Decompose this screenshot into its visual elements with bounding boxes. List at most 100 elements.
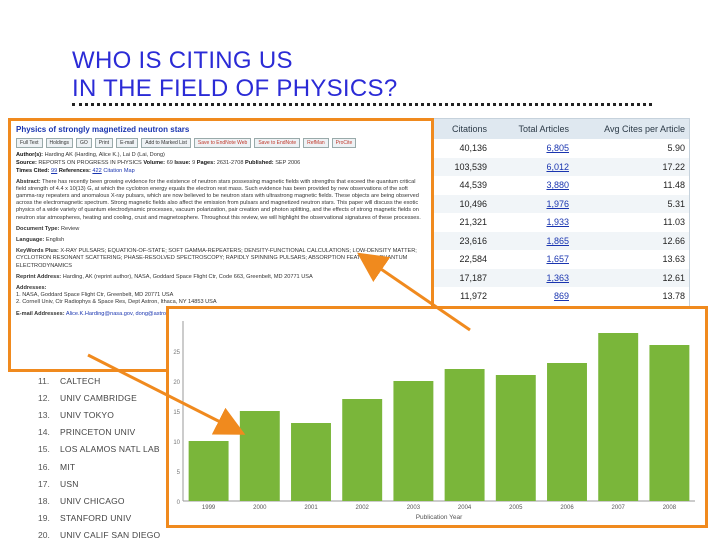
header-citations[interactable]: Citations (451, 124, 487, 134)
y-tick-label: 10 (173, 440, 180, 446)
bar (649, 345, 690, 501)
record-toolbar: Full Text Holdings GO Print E-mail Add t… (16, 138, 426, 148)
volume-value: 69 (166, 160, 173, 167)
x-tick-label: 2001 (304, 505, 318, 511)
references-link[interactable]: 422 (92, 168, 102, 175)
total-articles-link[interactable]: 1,657 (546, 254, 569, 265)
citation-map-link[interactable]: Citation Map (103, 168, 135, 175)
add-marked-list-button[interactable]: Add to Marked List (141, 138, 191, 148)
avg-cites-cell: 13.63 (662, 254, 685, 265)
total-articles-link[interactable]: 6,012 (546, 161, 569, 172)
keywords-value: X-RAY PULSARS; EQUATION-OF-STATE; SOFT G… (16, 248, 417, 269)
x-tick-label: 2008 (663, 505, 677, 511)
x-axis-label: Publication Year (416, 514, 463, 521)
total-articles-link[interactable]: 3,880 (546, 180, 569, 191)
x-tick-label: 2002 (356, 505, 370, 511)
list-item: 14. PRINCETON UNIV (38, 424, 178, 441)
source-value[interactable]: REPORTS ON PROGRESS IN PHYSICS (38, 160, 142, 167)
procite-button[interactable]: ProCite (331, 138, 357, 148)
x-tick-label: 2006 (560, 505, 574, 511)
avg-cites-cell: 12.61 (662, 272, 685, 283)
holdings-select[interactable]: Holdings (45, 138, 73, 148)
citations-cell: 23,616 (459, 235, 487, 246)
print-button[interactable]: Print (94, 138, 114, 148)
total-articles-cell[interactable]: 1,657 (489, 254, 569, 264)
x-tick-label: 1999 (202, 505, 216, 511)
avg-cites-cell: 11.48 (663, 180, 685, 191)
institution-rank: 20. (38, 530, 50, 541)
reprint-line: Reprint Address: Harding, AK (reprint au… (16, 274, 426, 281)
header-avg-cites[interactable]: Avg Cites per Article (604, 124, 685, 134)
institution-name: UNIV CHICAGO (60, 495, 125, 506)
list-item: 18. UNIV CHICAGO (38, 492, 178, 509)
article-title-link[interactable]: Physics of strongly magnetized neutron s… (16, 125, 190, 134)
save-endnote-web-button[interactable]: Save to EndNote Web (193, 138, 252, 148)
header-total-articles[interactable]: Total Articles (518, 124, 569, 134)
title-line-2: IN THE FIELD OF PHYSICS? (72, 75, 398, 102)
avg-cites-cell: 5.31 (667, 198, 685, 209)
table-row: 103,539 6,012 17.22 (433, 157, 689, 176)
avg-cites-cell: 13.78 (662, 291, 685, 302)
total-articles-cell[interactable]: 6,012 (489, 162, 569, 172)
reprint-value: Harding, AK (reprint author), NASA, Godd… (62, 273, 313, 280)
institution-name: UNIV CALIF SAN DIEGO (60, 530, 161, 541)
y-tick-label: 25 (173, 350, 180, 356)
institution-name: CALTECH (60, 375, 101, 386)
published-value: SEP 2006 (275, 160, 301, 167)
total-articles-link[interactable]: 1,363 (546, 272, 569, 283)
authors-line: Author(s): Harding AK (Harding, Alice K.… (16, 152, 426, 159)
slide-title: WHO IS CITING US IN THE FIELD OF PHYSICS… (72, 47, 672, 103)
total-articles-link[interactable]: 869 (553, 291, 569, 302)
institution-rank: 19. (38, 513, 50, 524)
list-item: 11. CALTECH (38, 372, 178, 389)
reprint-label: Reprint Address: (16, 273, 62, 280)
times-cited-chart: 0 5 10 15 20 25 1999 2000 2001 2002 2003 2004 2005 20… (166, 306, 708, 528)
bar (188, 441, 229, 501)
total-articles-cell[interactable]: 1,976 (489, 199, 569, 209)
avg-cites-cell: 11.03 (663, 217, 685, 228)
table-row: 22,584 1,657 13.63 (433, 250, 689, 269)
y-tick-label: 0 (177, 500, 181, 506)
full-text-button[interactable]: Full Text (16, 138, 43, 148)
email-button[interactable]: E-mail (116, 138, 139, 148)
total-articles-cell[interactable]: 1,933 (489, 217, 569, 227)
addresses-block: Addresses: 1. NASA, Goddard Space Flight… (16, 285, 426, 307)
refman-button[interactable]: RefMan (303, 138, 329, 148)
email-line: E-mail Addresses: Alice.K.Harding@nasa.g… (16, 311, 426, 318)
total-articles-cell[interactable]: 3,880 (489, 180, 569, 190)
y-tick-label: 20 (173, 380, 180, 386)
institution-rank: 12. (38, 392, 50, 403)
bar-chart-svg: 0 5 10 15 20 25 1999 2000 2001 2002 2003 2004 2005 20… (173, 321, 695, 521)
institution-list: 11. CALTECH 12. UNIV CAMBRIDGE 13. UNIV TOKYO… (38, 372, 178, 544)
total-articles-cell[interactable]: 6,805 (489, 143, 569, 153)
go-button[interactable]: GO (76, 138, 92, 148)
doc-type-value: Review (60, 225, 80, 232)
cited-line: Times Cited: 99 References: 422 Citation… (16, 168, 426, 175)
total-articles-link[interactable]: 6,805 (546, 143, 569, 154)
total-articles-link[interactable]: 1,976 (546, 198, 569, 209)
citations-cell: 44,539 (459, 180, 487, 191)
avg-cites-cell: 5.90 (667, 143, 685, 154)
institution-rank: 15. (38, 444, 50, 455)
table-row: 10,496 1,976 5.31 (433, 194, 689, 213)
institution-rank: 14. (38, 427, 50, 438)
institution-name: UNIV CAMBRIDGE (60, 392, 137, 403)
issue-value: 9 (192, 160, 196, 167)
x-tick-label: 2004 (458, 505, 472, 511)
times-cited-link[interactable]: 99 (51, 168, 58, 175)
total-articles-cell[interactable]: 869 (489, 291, 569, 301)
authors-value[interactable]: Harding AK (Harding, Alice K.), Lai D (L… (44, 152, 165, 158)
language-label: Language: (16, 237, 45, 244)
total-articles-cell[interactable]: 1,865 (489, 236, 569, 246)
total-articles-link[interactable]: 1,865 (546, 235, 569, 246)
total-articles-link[interactable]: 1,933 (546, 217, 569, 228)
table-row: 11,972 869 13.78 (433, 287, 689, 306)
email-link[interactable]: Alice.K.Harding@nasa.gov, dong@astro.cor… (65, 310, 195, 317)
table-row: 17,187 1,363 12.61 (433, 268, 689, 287)
citations-cell: 103,539 (454, 161, 487, 172)
issue-label: Issue: (174, 160, 191, 167)
language-value: English (45, 237, 65, 244)
save-endnote-button[interactable]: Save to EndNote (254, 138, 301, 148)
institution-name: UNIV TOKYO (60, 409, 115, 420)
total-articles-cell[interactable]: 1,363 (489, 273, 569, 283)
